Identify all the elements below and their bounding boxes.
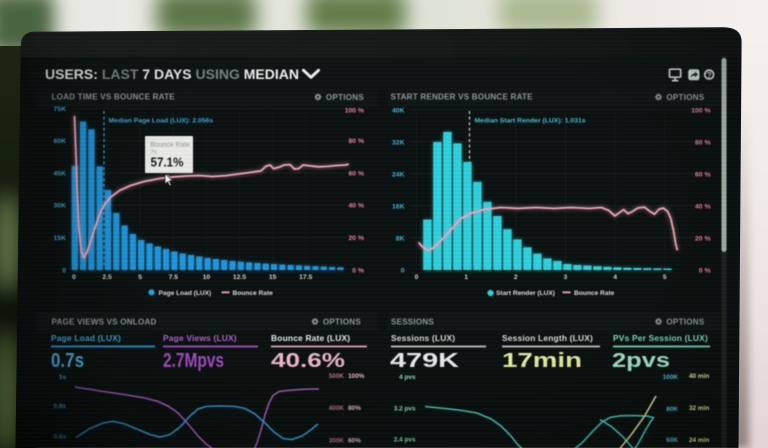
svg-text:0 %: 0 %	[352, 267, 364, 274]
svg-text:OPTIONS: OPTIONS	[323, 318, 362, 327]
svg-text:24K: 24K	[392, 171, 405, 178]
svg-text:0: 0	[62, 267, 66, 274]
svg-text:40 min: 40 min	[689, 373, 709, 380]
svg-text:300K: 300K	[329, 438, 345, 445]
svg-text:17min: 17min	[502, 350, 582, 372]
svg-text:2.7Mpvs: 2.7Mpvs	[163, 350, 224, 372]
svg-text:80 %: 80 %	[349, 138, 365, 145]
svg-text:0.6s: 0.6s	[54, 434, 67, 441]
svg-text:100%: 100%	[348, 373, 365, 380]
svg-text:Median Start Render (LUX): 1.0: Median Start Render (LUX): 1.031s	[475, 118, 586, 125]
svg-text:1s: 1s	[59, 374, 67, 381]
svg-text:Session Length (LUX): Session Length (LUX)	[502, 333, 593, 343]
svg-text:3: 3	[564, 274, 568, 281]
svg-text:Sessions (LUX): Sessions (LUX)	[391, 333, 455, 343]
svg-text:60%: 60%	[348, 438, 361, 445]
svg-text:4 pvs: 4 pvs	[399, 374, 416, 381]
svg-text:75K: 75K	[54, 106, 67, 113]
svg-text:Bounce Rate: Bounce Rate	[151, 142, 191, 149]
svg-text:80%: 80%	[348, 405, 361, 412]
svg-text:40 %: 40 %	[695, 203, 711, 210]
svg-text:17.5: 17.5	[299, 274, 312, 281]
svg-text:7.5: 7.5	[169, 274, 179, 281]
svg-text:45K: 45K	[54, 170, 67, 177]
svg-text:30K: 30K	[54, 203, 67, 210]
svg-text:SESSIONS: SESSIONS	[391, 318, 434, 327]
svg-text:Bounce Rate: Bounce Rate	[574, 290, 615, 297]
svg-text:60K: 60K	[54, 138, 67, 145]
svg-text:Page Load (LUX): Page Load (LUX)	[159, 290, 212, 297]
svg-text:10: 10	[203, 274, 211, 281]
svg-text:Start Render (LUX): Start Render (LUX)	[496, 290, 555, 297]
svg-text:2.4 pvs: 2.4 pvs	[394, 437, 416, 444]
svg-text:5: 5	[138, 274, 142, 281]
svg-text:START RENDER VS BOUNCE RATE: START RENDER VS BOUNCE RATE	[391, 93, 534, 102]
svg-text:USERS: LAST 7 DAYS USING MEDIA: USERS: LAST 7 DAYS USING MEDIAN	[45, 67, 299, 83]
svg-text:Bounce Rate (LUX): Bounce Rate (LUX)	[271, 333, 350, 343]
svg-text:3.2 pvs: 3.2 pvs	[394, 406, 416, 413]
svg-text:Bounce Rate: Bounce Rate	[233, 290, 274, 297]
svg-text:0: 0	[72, 274, 76, 281]
svg-text:400K: 400K	[329, 405, 345, 412]
svg-text:7s: 7s	[151, 150, 157, 156]
svg-text:80 %: 80 %	[695, 139, 711, 146]
svg-text:15: 15	[269, 274, 277, 281]
svg-text:0 %: 0 %	[699, 267, 711, 274]
svg-text:60K: 60K	[666, 437, 678, 444]
svg-text:20 %: 20 %	[695, 235, 711, 242]
svg-text:100K: 100K	[663, 374, 679, 381]
svg-text:2: 2	[514, 274, 518, 281]
svg-text:12.5: 12.5	[233, 274, 246, 281]
svg-text:40.6%: 40.6%	[271, 350, 345, 372]
svg-text:57.1%: 57.1%	[151, 155, 184, 170]
svg-text:100 %: 100 %	[691, 107, 710, 114]
svg-text:0: 0	[415, 274, 419, 281]
svg-text:OPTIONS: OPTIONS	[326, 93, 365, 102]
svg-text:100 %: 100 %	[345, 107, 364, 114]
svg-text:16K: 16K	[392, 203, 405, 210]
svg-text:1: 1	[464, 274, 468, 281]
svg-text:0: 0	[401, 267, 405, 274]
svg-text:0.7s: 0.7s	[51, 350, 84, 372]
svg-text:8K: 8K	[396, 235, 405, 242]
svg-text:5: 5	[663, 274, 667, 281]
svg-text:80K: 80K	[666, 406, 678, 413]
svg-text:32K: 32K	[392, 139, 405, 146]
svg-text:?: ?	[707, 71, 712, 80]
svg-text:2pvs: 2pvs	[612, 350, 670, 372]
svg-text:0.8s: 0.8s	[54, 403, 67, 410]
svg-text:4: 4	[613, 274, 617, 281]
svg-text:20 %: 20 %	[349, 235, 365, 242]
svg-text:32 min: 32 min	[689, 405, 709, 412]
svg-text:15K: 15K	[54, 235, 67, 242]
svg-text:60 %: 60 %	[695, 171, 711, 178]
svg-text:Page Views (LUX): Page Views (LUX)	[163, 333, 237, 343]
svg-text:Page Load (LUX): Page Load (LUX)	[51, 333, 121, 343]
svg-text:479K: 479K	[390, 350, 460, 372]
svg-text:LOAD TIME VS BOUNCE RATE: LOAD TIME VS BOUNCE RATE	[52, 93, 176, 102]
svg-text:24 min: 24 min	[689, 437, 709, 444]
svg-text:PAGE VIEWS VS ONLOAD: PAGE VIEWS VS ONLOAD	[52, 318, 157, 327]
svg-text:PVs Per Session (LUX): PVs Per Session (LUX)	[613, 333, 708, 343]
svg-text:2.5: 2.5	[102, 274, 112, 281]
svg-text:40 %: 40 %	[349, 203, 365, 210]
svg-text:OPTIONS: OPTIONS	[666, 318, 705, 327]
svg-text:40K: 40K	[392, 107, 405, 114]
svg-text:60 %: 60 %	[349, 170, 365, 177]
svg-text:OPTIONS: OPTIONS	[666, 93, 705, 102]
svg-text:Median Page Load (LUX): 2.056s: Median Page Load (LUX): 2.056s	[109, 118, 214, 125]
svg-text:500K: 500K	[329, 373, 345, 380]
